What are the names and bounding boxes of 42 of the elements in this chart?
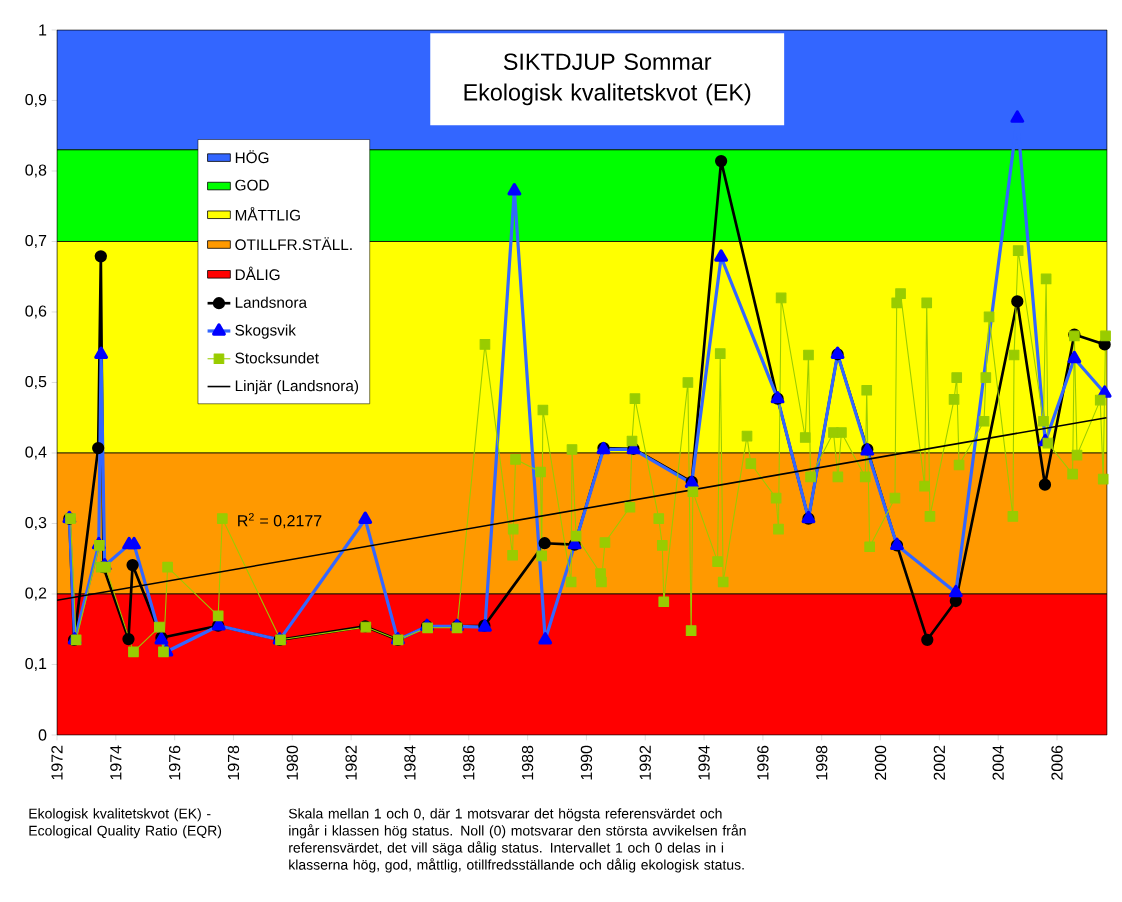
y-tick-label: 0,5 [25,375,47,390]
x-tick-label: 1998 [816,745,828,780]
x-tick-label: 1986 [463,745,475,780]
legend-label: Linjär (Landsnora) [235,380,359,395]
x-tick-label: 2006 [1051,745,1063,780]
y-tick-label: 0,2 [25,587,47,601]
x-tick-label: 1980 [286,745,298,780]
legend-label: MÅTTLIG [235,207,300,221]
y-tick-label: 0,6 [25,305,47,319]
y-tick-label: 0,7 [25,234,47,249]
x-tick-label: 1978 [227,745,240,780]
x-tick-label: 1990 [580,745,593,780]
x-tick-label: 1988 [521,745,534,780]
annotation: R$^{2}$ = 0,2177 [238,513,322,529]
legend-label: DÅLIG [235,266,280,281]
legend-label: Stocksundet [235,352,319,364]
y-tick-label: 0,4 [25,446,47,460]
text: Ekologisk kvalitetskvot (EK) - Ecological Quality Ratio (EQR) [29,808,222,839]
x-tick-label: 1992 [639,745,651,780]
y-tick-label: 0,1 [25,657,47,672]
x-tick-label: 1994 [698,745,710,780]
x-tick-label: 1974 [110,745,122,780]
y-tick-label: 0 [38,729,47,741]
band-label: HÖG [235,150,269,164]
x-tick-label: 2004 [992,745,1004,780]
x-tick-label: 1982 [345,745,357,780]
legend-label: Landsnora [235,296,308,308]
text: SIKTDJUP Sommar Ekologisk kvalitetskvot (EK) [464,53,751,106]
legend-label: OTILLFR.STÄLL. [235,237,352,251]
x-tick-label: 1972 [51,745,63,780]
x-tick-label: 1976 [168,745,181,780]
legend-label: Skogsvik [235,324,296,339]
x-tick-label: 1996 [757,745,769,780]
y-tick-label: 0,9 [25,93,47,108]
x-tick-label: 2002 [933,745,946,780]
band-label: GOD [235,179,269,191]
text: Skala mellan 1 och 0, där 1 motsvarar det högsta referensvärdet och ingår i klassen hög status. Noll (0) motsvarar den största avvikelsen från referensvärdet, det vill säga dålig status. Intervallet 1 och 0 delas in i klasserna hög, god, måttlig, otillfredsställande och dålig ekologisk status. [288,808,746,873]
y-tick-label: 0,8 [25,164,47,178]
y-tick-label: 1 [39,24,47,36]
x-tick-label: 1984 [404,745,416,780]
y-tick-label: 0,3 [25,516,47,531]
x-tick-label: 2000 [874,745,887,780]
